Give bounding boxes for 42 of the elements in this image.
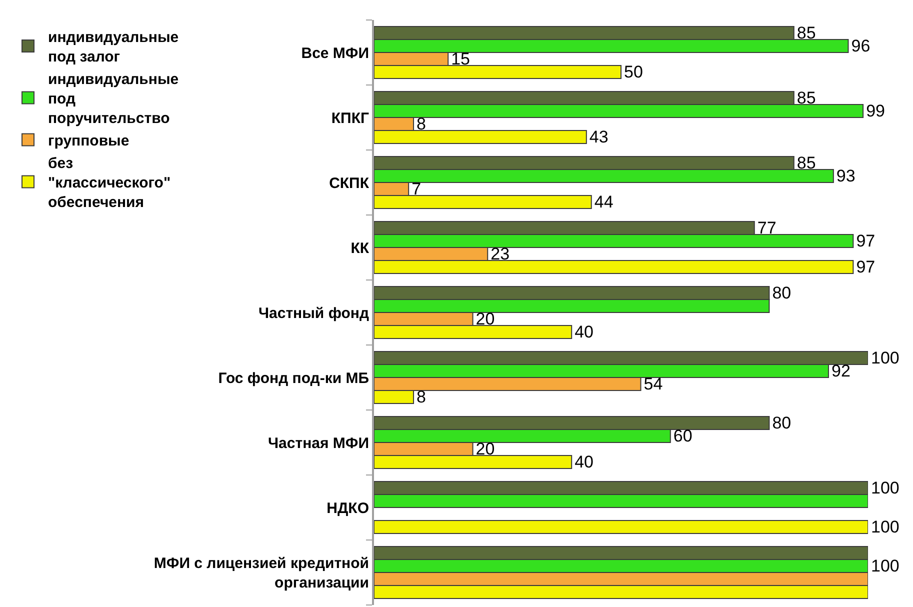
bar <box>374 520 868 534</box>
data-label: 100 <box>871 478 900 498</box>
y-tick-label: Частный фонд <box>258 304 370 322</box>
data-label: 100 <box>871 518 900 536</box>
data-label: 85 <box>796 154 816 172</box>
data-label: 80 <box>772 284 792 302</box>
data-label: 44 <box>594 192 614 212</box>
data-label: 50 <box>624 62 643 82</box>
data-label: 80 <box>772 414 792 432</box>
data-label: 40 <box>574 322 594 342</box>
data-label: 96 <box>851 36 870 56</box>
data-label: 97 <box>856 232 876 250</box>
y-tick-label: НДКО <box>326 500 370 517</box>
data-label: 97 <box>856 258 876 276</box>
y-tick-label: МФИ с лицензией кредитной организации <box>154 555 369 592</box>
data-label: 54 <box>644 374 663 394</box>
data-label: 8 <box>416 114 426 134</box>
data-label: 15 <box>451 50 470 68</box>
data-label: 93 <box>836 166 856 186</box>
y-tick-label: СКПК <box>329 174 370 192</box>
data-label: 99 <box>866 102 885 120</box>
data-label: 40 <box>574 452 594 472</box>
y-tick-label: КК <box>350 240 370 257</box>
data-label: 60 <box>673 426 692 446</box>
data-label: 20 <box>476 310 495 328</box>
legend-label: групповые <box>48 132 130 150</box>
data-label: 43 <box>589 128 608 146</box>
data-label: 100 <box>871 348 900 368</box>
data-label: 8 <box>416 388 426 406</box>
data-label: 100 <box>871 556 900 576</box>
y-tick-label: Гос фонд под-ки МБ <box>218 370 370 387</box>
y-tick-label: КПКГ <box>331 110 370 127</box>
legend-label: без "классического" обеспечения <box>48 155 171 212</box>
data-label: 20 <box>476 440 495 458</box>
y-tick-label: Частная МФИ <box>268 434 369 452</box>
data-label: 7 <box>412 180 422 198</box>
data-label: 92 <box>831 362 850 380</box>
y-tick-label: Все МФИ <box>301 44 369 62</box>
data-label: 23 <box>490 244 510 264</box>
data-label: 77 <box>757 218 776 238</box>
data-label: 85 <box>796 88 816 108</box>
data-label: 85 <box>796 24 816 42</box>
